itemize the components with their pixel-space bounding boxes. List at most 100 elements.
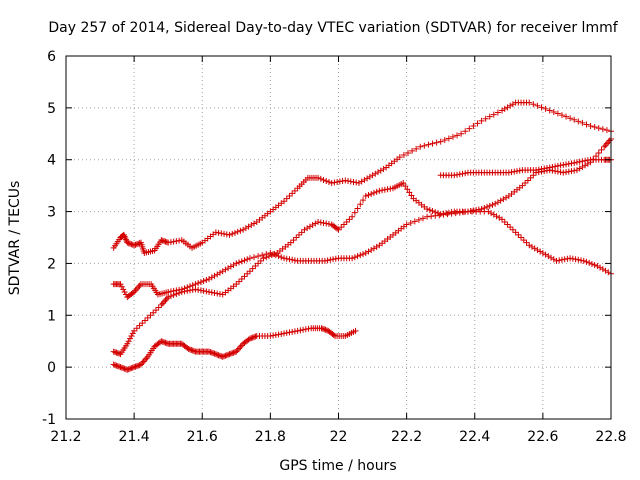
data-point <box>419 215 426 222</box>
data-point <box>569 255 576 262</box>
data-point <box>142 356 149 363</box>
data-point <box>342 177 349 184</box>
data-point <box>215 229 222 236</box>
data-point <box>595 125 602 132</box>
data-point <box>520 237 527 244</box>
data-point <box>176 237 183 244</box>
data-point <box>568 168 575 175</box>
data-point <box>452 210 459 217</box>
data-point <box>537 248 544 255</box>
data-point <box>125 240 132 247</box>
data-point <box>133 363 140 370</box>
data-point <box>211 272 218 279</box>
data-point <box>330 331 337 338</box>
data-point <box>588 260 595 267</box>
x-tick-label: 21.8 <box>255 429 286 445</box>
data-point <box>110 348 117 355</box>
data-point <box>286 193 293 200</box>
data-point <box>373 243 380 250</box>
data-point <box>534 246 541 253</box>
data-point <box>501 218 508 225</box>
data-point <box>546 164 553 171</box>
data-point <box>428 213 435 220</box>
data-point <box>528 243 535 250</box>
data-point <box>339 177 346 184</box>
data-point <box>481 204 488 211</box>
data-point <box>538 166 545 173</box>
data-point <box>215 352 222 359</box>
data-point <box>287 239 294 246</box>
data-point <box>271 251 278 258</box>
data-point <box>161 238 168 245</box>
data-point <box>353 179 360 186</box>
series-markers <box>110 99 614 373</box>
data-point <box>579 119 586 126</box>
data-point <box>558 112 565 119</box>
data-point <box>354 253 361 260</box>
data-point <box>230 261 237 268</box>
data-point <box>136 322 143 329</box>
data-point <box>188 347 195 354</box>
data-point <box>275 253 282 260</box>
data-point <box>433 139 440 146</box>
data-point <box>558 256 565 263</box>
data-point <box>290 237 297 244</box>
data-point <box>162 339 169 346</box>
x-tick-label: 22.2 <box>391 429 422 445</box>
data-point <box>275 331 282 338</box>
data-point <box>458 130 465 137</box>
data-point <box>315 218 322 225</box>
data-point <box>582 157 589 164</box>
data-point <box>225 265 232 272</box>
data-point <box>350 179 357 186</box>
data-point <box>165 239 172 246</box>
data-point <box>400 180 407 187</box>
data-point <box>286 256 293 263</box>
data-point <box>372 170 379 177</box>
data-point <box>302 326 309 333</box>
data-point <box>415 216 422 223</box>
data-point <box>325 179 332 186</box>
data-point <box>384 186 391 193</box>
data-point <box>584 157 591 164</box>
data-point <box>315 174 322 181</box>
data-point <box>515 231 522 238</box>
data-point <box>195 286 202 293</box>
data-point <box>128 241 135 248</box>
x-tick-label: 21.6 <box>187 429 218 445</box>
data-point <box>159 338 166 345</box>
data-point <box>324 257 331 264</box>
data-point <box>248 335 255 342</box>
data-point <box>203 288 210 295</box>
data-point <box>230 349 237 356</box>
data-point <box>135 362 142 369</box>
data-point <box>351 209 358 216</box>
data-point <box>365 248 372 255</box>
data-point <box>278 330 285 337</box>
data-point <box>281 330 287 337</box>
data-point <box>475 206 482 213</box>
data-point <box>221 353 228 360</box>
data-point <box>489 201 496 208</box>
data-point <box>237 343 244 350</box>
data-point <box>120 365 127 372</box>
data-point <box>237 227 244 234</box>
data-point <box>598 146 605 153</box>
data-point <box>323 220 330 227</box>
data-point <box>362 193 369 200</box>
data-point <box>161 298 168 305</box>
data-point <box>321 326 328 333</box>
data-point <box>601 143 608 150</box>
data-point <box>312 220 319 227</box>
data-point <box>129 289 136 296</box>
data-point <box>127 365 134 372</box>
data-point <box>565 168 572 175</box>
data-point <box>133 325 140 332</box>
data-point <box>289 256 296 263</box>
data-point <box>320 219 327 226</box>
data-point <box>571 167 578 174</box>
data-point <box>110 361 117 368</box>
data-point <box>236 278 243 285</box>
data-point <box>456 171 463 178</box>
data-point <box>129 330 136 337</box>
